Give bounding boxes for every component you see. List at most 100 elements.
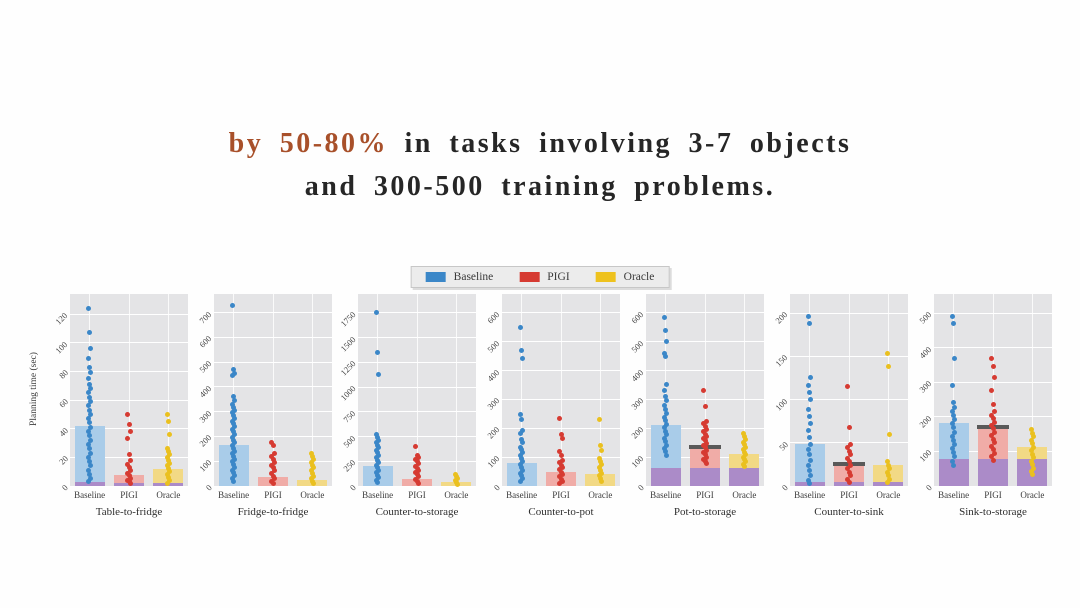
scatter-point xyxy=(165,466,171,472)
subplot-counter-to-pot: Baseline PIGI Oracle 0 100 200 300 400 500 600 Cou… xyxy=(476,294,620,526)
scatter-point xyxy=(231,445,237,451)
scatter-point xyxy=(663,406,669,412)
legend-item-pigi: PIGI xyxy=(519,271,570,283)
scatter-point xyxy=(597,458,603,464)
scatter-point xyxy=(165,449,171,455)
scatter-point xyxy=(88,370,94,376)
y-tick-label: 1000 xyxy=(338,383,358,403)
scatter-point xyxy=(952,441,958,447)
x-category-label: Baseline xyxy=(362,490,394,500)
scatter-point xyxy=(519,437,525,443)
y-tick-label: 300 xyxy=(629,395,646,412)
scatter-point xyxy=(847,452,853,458)
gridline xyxy=(934,485,1052,487)
gridline-vertical xyxy=(455,294,457,486)
y-tick-label: 200 xyxy=(485,424,502,441)
x-category-label: PIGI xyxy=(120,490,138,500)
scatter-point xyxy=(311,465,317,471)
scatter-point xyxy=(85,479,91,485)
scatter-point xyxy=(663,449,669,455)
scatter-point xyxy=(232,456,238,462)
scatter-point xyxy=(663,418,669,424)
scatter-point xyxy=(951,400,957,406)
scatter-point xyxy=(885,364,891,370)
scatter-point xyxy=(127,480,133,486)
scatter-point xyxy=(703,426,709,432)
scatter-point xyxy=(85,390,91,396)
scatter-point xyxy=(126,464,132,470)
scatter-point xyxy=(85,416,91,422)
scatter-point xyxy=(989,387,995,393)
y-tick-label: 500 xyxy=(197,358,214,375)
y-tick-label: 750 xyxy=(341,408,358,425)
scatter-point xyxy=(989,454,995,460)
scatter-point xyxy=(231,437,237,443)
y-axis-label: Planning time (sec) xyxy=(29,352,39,426)
x-category-label: PIGI xyxy=(264,490,282,500)
scatter-point xyxy=(232,424,238,430)
scatter-point xyxy=(885,462,891,468)
scatter-point xyxy=(808,374,814,380)
scatter-point xyxy=(990,364,996,370)
legend-swatch-baseline xyxy=(425,272,446,282)
scatter-point xyxy=(1029,430,1035,436)
gridline xyxy=(502,485,620,487)
scatter-point xyxy=(664,452,670,458)
scatter-point xyxy=(517,444,523,450)
gridline-vertical xyxy=(167,294,169,486)
gridline xyxy=(70,485,188,487)
scatter-point xyxy=(846,448,852,454)
y-tick-label: 100 xyxy=(917,447,934,464)
y-tick-label: 500 xyxy=(917,309,934,326)
scatter-point xyxy=(85,454,91,460)
scatter-point xyxy=(559,471,565,477)
scatter-point xyxy=(741,433,747,439)
gridline-vertical xyxy=(377,294,379,486)
y-tick-label: 60 xyxy=(56,396,70,410)
scatter-point xyxy=(949,458,955,464)
scatter-point xyxy=(1031,444,1037,450)
plot-area: 0 20 40 60 80 100 120 xyxy=(53,294,188,493)
y-tick-label: 400 xyxy=(197,383,214,400)
scatter-point xyxy=(125,470,131,476)
scatter-point xyxy=(703,460,709,466)
scatter-point xyxy=(520,428,526,434)
scatter-point xyxy=(990,457,996,463)
scatter-point xyxy=(88,386,94,392)
scatter-point xyxy=(989,433,995,439)
scatter-point xyxy=(415,454,421,460)
scatter-point xyxy=(847,473,853,479)
y-tick-label: 300 xyxy=(917,378,934,395)
scatter-point xyxy=(517,453,523,459)
scatter-point xyxy=(520,356,526,362)
scatter-point xyxy=(519,473,525,479)
scatter-point xyxy=(991,419,997,425)
scatter-point xyxy=(232,448,238,454)
subplot-counter-to-sink: Baseline PIGI Oracle 0 50 100 150 200 Counter-to… xyxy=(764,294,908,526)
scatter-point xyxy=(990,416,996,422)
gridline-vertical xyxy=(809,294,811,486)
scatter-point xyxy=(520,440,526,446)
scatter-point xyxy=(269,440,275,446)
scatter-point xyxy=(517,461,523,467)
scatter-point xyxy=(703,447,709,453)
subplot-title: Counter-to-storage xyxy=(375,506,459,518)
scatter-point xyxy=(805,313,811,319)
scatter-point xyxy=(807,414,813,420)
scatter-point xyxy=(231,421,237,427)
scatter-point xyxy=(990,426,996,432)
gridline xyxy=(646,485,764,487)
scatter-point xyxy=(1028,437,1034,443)
subplot-pot-to-storage: Baseline PIGI Oracle 0 100 200 300 400 500 600 Pot… xyxy=(620,294,764,526)
y-tick-label: 100 xyxy=(53,339,70,356)
purple-bar xyxy=(978,459,1008,486)
scatter-point xyxy=(164,472,170,478)
scatter-point xyxy=(845,466,851,472)
scatter-point xyxy=(85,441,91,447)
scatter-point xyxy=(167,460,173,466)
y-tick-label: 100 xyxy=(629,453,646,470)
scatter-point xyxy=(126,473,132,479)
x-category-label: Oracle xyxy=(1020,490,1045,500)
subplot-table-to-fridge: Planning time (sec) Baseline PIGI Oracle 0 20… xyxy=(28,294,188,526)
x-category-label: PIGI xyxy=(984,490,1002,500)
